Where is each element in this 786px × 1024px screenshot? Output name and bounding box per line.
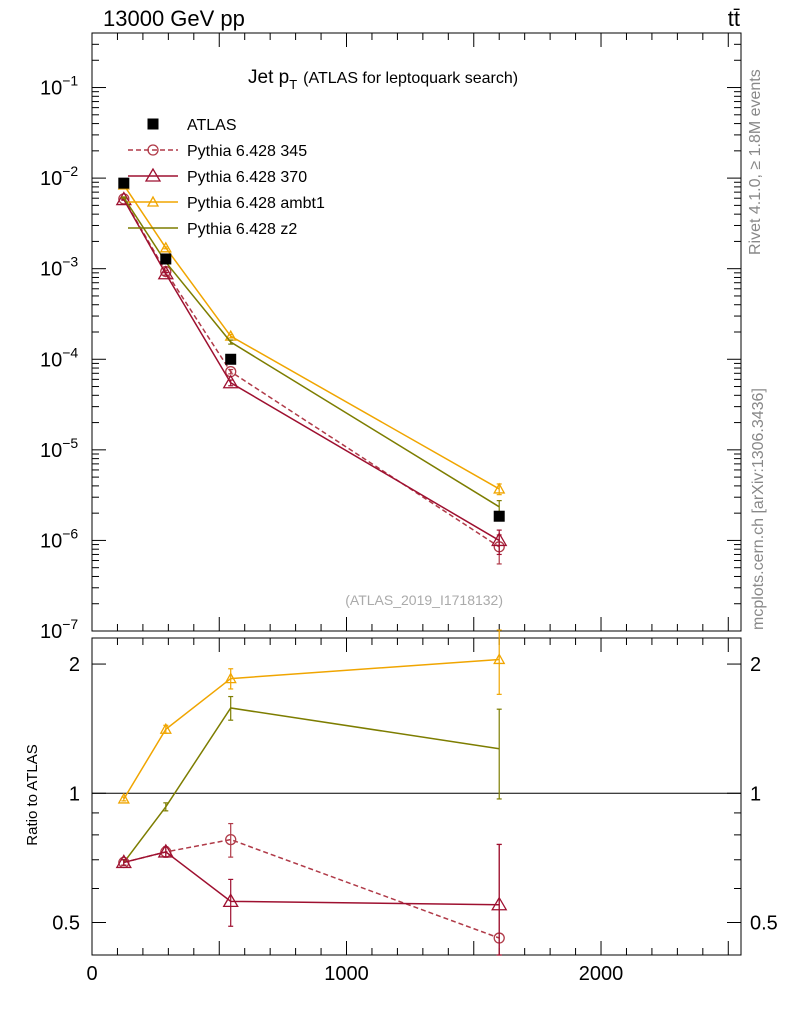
legend-label-p345: Pythia 6.428 345 [187,143,307,160]
main-ytick-label: 10−4 [40,344,78,371]
ratio-xtick-label: 2000 [579,963,624,985]
main-point-p345 [118,193,130,205]
main-ytick-label: 10−3 [40,254,78,281]
main-ytick-label: 10−7 [40,616,78,643]
main-point-ambt1 [159,241,172,253]
mcplots-label: mcplots.cern.ch [arXiv:1306.3436] [750,388,767,630]
energy-label: 13000 GeV pp [103,6,245,31]
main-point-data [118,177,130,189]
main-series-group [115,177,508,565]
ratio-ytick-label-right: 0.5 [750,912,778,934]
legend: ATLAS Pythia 6.428 345 Pythia 6.428 370 Pyt… [128,117,325,238]
ratio-ytick-label-left: 0.5 [52,912,80,934]
legend-marker-p370 [144,167,162,182]
legend-marker-ambt1 [146,195,160,207]
legend-label-ambt1: Pythia 6.428 ambt1 [187,195,325,212]
main-point-data [493,510,505,522]
ratio-ytick-label-right: 2 [750,654,761,676]
ratio-line-ambt1 [123,658,500,800]
ratio-ytick-label-left: 2 [69,654,80,676]
ratio-point-ambt1 [493,653,506,665]
rivet-label: Rivet 4.1.0, ≥ 1.8M events [747,69,764,255]
axis-ticks [91,32,741,955]
main-ytick-label: 10−2 [40,163,78,190]
ratio-ytick-label-left: 1 [69,783,80,805]
legend-label-p370: Pythia 6.428 370 [187,169,307,186]
legend-label-data: ATLAS [187,117,237,134]
main-point-data [225,353,237,365]
main-line-p370 [123,199,500,542]
ratio-line-p345 [123,838,500,939]
ratio-ytick-label-right: 1 [750,783,761,805]
ratio-point-p370 [491,896,508,911]
ratio-point-p370 [115,854,132,869]
main-ytick-label: 10−1 [40,73,78,100]
ratio-point-p370 [222,893,239,908]
ratio-ylabel: Ratio to ATLAS [24,744,41,845]
main-point-p370 [115,191,132,206]
main-line-ambt1 [123,184,500,490]
ratio-point-ambt1 [117,792,130,804]
ratio-line-z2 [123,707,500,863]
legend-label-z2: Pythia 6.428 z2 [187,221,297,238]
ratio-xtick-label: 0 [86,963,97,985]
ratio-series-group [115,629,508,956]
main-point-ambt1 [493,482,506,494]
main-point-p370 [222,374,239,389]
main-point-p370 [157,265,174,280]
main-line-z2 [123,197,500,508]
main-ytick-label: 10−6 [40,525,78,552]
ratio-xtick-label: 1000 [324,963,369,985]
process-label: tt̄ [728,6,740,31]
ratio-point-p345 [225,833,237,846]
ratio-point-ambt1 [159,722,172,734]
main-point-data [160,253,172,265]
ratio-point-p370 [157,843,174,858]
ratio-point-ambt1 [224,672,237,684]
legend-marker-p345 [147,144,159,156]
main-line-p345 [123,198,500,548]
analysis-watermark: (ATLAS_2019_I1718132) [345,592,503,608]
chart-title: Jet pT (ATLAS for leptoquark search) [248,67,518,92]
legend-marker-data [147,118,159,130]
axis-tick-labels: 10−1 10−2 10−3 10−4 10−5 10−6 10−7 0 1000 2000 2 2 1… [40,73,778,985]
ratio-line-p370 [123,851,500,906]
main-ytick-label: 10−5 [40,435,78,462]
ratio-plot-frame [91,637,742,956]
main-point-p370 [491,532,508,547]
